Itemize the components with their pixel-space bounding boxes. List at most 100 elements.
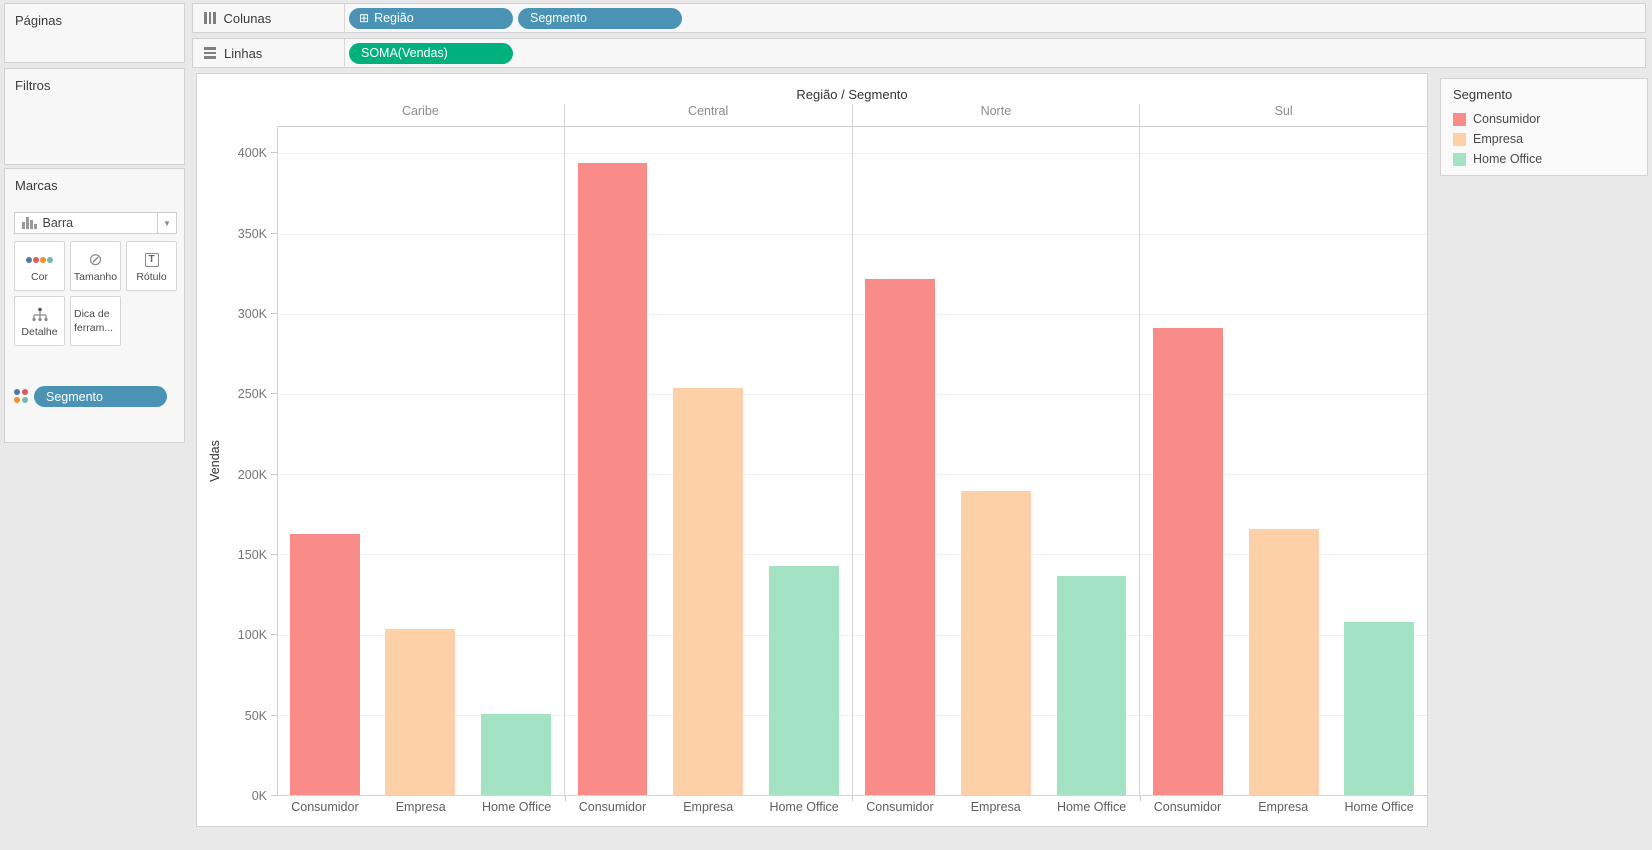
tooltip-button[interactable]: Dica de ferram... — [70, 296, 121, 346]
bar-caribe-empresa[interactable] — [385, 629, 455, 796]
color-icon — [26, 250, 53, 270]
bar-norte-empresa[interactable] — [961, 491, 1031, 796]
y-tick-label: 0K — [252, 789, 267, 803]
chart-area: Região / Segmento Vendas 0K50K100K150K20… — [196, 73, 1428, 827]
y-tick-label: 50K — [245, 709, 267, 723]
gridline — [853, 153, 1140, 154]
x-axis-label[interactable]: Home Office — [1044, 800, 1140, 814]
label-button[interactable]: T Rótulo — [126, 241, 177, 291]
x-axis-label[interactable]: Consumidor — [1140, 800, 1236, 814]
pane-plot — [853, 126, 1140, 796]
size-button[interactable]: ⊘ Tamanho — [70, 241, 121, 291]
bar-sul-empresa[interactable] — [1249, 529, 1319, 796]
y-tick-label: 400K — [238, 146, 267, 160]
bar-sul-consumidor[interactable] — [1153, 328, 1223, 796]
gridline — [1140, 153, 1427, 154]
color-legend: Segmento Consumidor Empresa Home Office — [1440, 78, 1648, 176]
marks-card: Marcas Barra ▼ Cor ⊘ Tamanho T Rótulo — [4, 168, 185, 443]
y-tick-label: 100K — [238, 628, 267, 642]
filters-shelf[interactable]: Filtros — [4, 68, 185, 165]
legend-swatch-empresa — [1453, 133, 1466, 146]
mark-type-value: Barra — [43, 216, 158, 230]
y-tick-label: 150K — [238, 548, 267, 562]
gridline — [565, 153, 852, 154]
rows-shelf-label: Linhas — [224, 46, 262, 61]
pages-shelf-title: Páginas — [5, 4, 184, 28]
gridline — [1140, 234, 1427, 235]
gridline — [277, 474, 564, 475]
bar-chart-icon — [22, 217, 37, 229]
x-axis-label[interactable]: Empresa — [948, 800, 1044, 814]
marks-pill-segmento[interactable]: Segmento — [34, 386, 167, 407]
x-axis-label[interactable]: Consumidor — [852, 800, 948, 814]
pill-regiao[interactable]: ⊞ Região — [349, 8, 513, 29]
x-axis-label[interactable]: Empresa — [1235, 800, 1331, 814]
region-header[interactable]: Norte — [853, 104, 1140, 126]
gridline — [277, 153, 564, 154]
legend-title: Segmento — [1453, 87, 1647, 102]
marks-card-title: Marcas — [5, 169, 184, 193]
pill-segmento[interactable]: Segmento — [518, 8, 682, 29]
columns-icon — [204, 12, 216, 24]
legend-item-home-office[interactable]: Home Office — [1453, 149, 1647, 169]
x-axis-label[interactable]: Home Office — [1331, 800, 1427, 814]
pane-boundary-tick — [852, 796, 853, 801]
pages-shelf[interactable]: Páginas — [4, 3, 185, 63]
legend-item-consumidor[interactable]: Consumidor — [1453, 109, 1647, 129]
x-axis-label[interactable]: Consumidor — [277, 800, 373, 814]
pane-plot — [565, 126, 852, 796]
bar-central-home-office[interactable] — [769, 566, 839, 796]
legend-swatch-home-office — [1453, 153, 1466, 166]
color-encoding-icon — [14, 389, 29, 404]
columns-shelf[interactable]: Colunas ⊞ Região Segmento — [192, 3, 1646, 33]
chart-panes: CaribeCentralNorteSul — [277, 104, 1427, 796]
gridline — [277, 314, 564, 315]
y-tick-label: 300K — [238, 307, 267, 321]
pane-plot — [1140, 126, 1427, 796]
detail-button[interactable]: Detalhe — [14, 296, 65, 346]
legend-swatch-consumidor — [1453, 113, 1466, 126]
y-tick-label: 250K — [238, 387, 267, 401]
expand-plus-icon[interactable]: ⊞ — [359, 11, 369, 25]
y-axis[interactable]: 0K50K100K150K200K250K300K350K400K — [197, 126, 277, 796]
gridline — [277, 234, 564, 235]
tableau-worksheet: Páginas Filtros Marcas Barra ▼ Cor ⊘ Tam… — [0, 0, 1652, 850]
x-axis-label[interactable]: Empresa — [660, 800, 756, 814]
color-button[interactable]: Cor — [14, 241, 65, 291]
x-axis-label[interactable]: Consumidor — [565, 800, 661, 814]
region-header[interactable]: Central — [565, 104, 852, 126]
bar-central-consumidor[interactable] — [578, 163, 648, 796]
gridline — [1140, 314, 1427, 315]
chart-title: Região / Segmento — [277, 87, 1427, 102]
bar-caribe-consumidor[interactable] — [290, 534, 360, 796]
bar-norte-home-office[interactable] — [1057, 576, 1127, 796]
columns-shelf-label: Colunas — [224, 11, 272, 26]
bar-norte-consumidor[interactable] — [865, 279, 935, 796]
x-axis-label[interactable]: Empresa — [373, 800, 469, 814]
x-axis-label[interactable]: Home Office — [756, 800, 852, 814]
pane-norte: Norte — [853, 104, 1141, 796]
pane-central: Central — [565, 104, 853, 796]
x-axis-label[interactable]: Home Office — [469, 800, 565, 814]
rows-shelf[interactable]: Linhas SOMA(Vendas) — [192, 38, 1646, 68]
mark-type-dropdown-arrow[interactable]: ▼ — [157, 213, 176, 233]
pane-sul: Sul — [1140, 104, 1427, 796]
gridline — [853, 234, 1140, 235]
region-header[interactable]: Caribe — [277, 104, 564, 126]
text-label-icon: T — [145, 250, 159, 270]
pill-soma-vendas[interactable]: SOMA(Vendas) — [349, 43, 513, 64]
bar-caribe-home-office[interactable] — [481, 714, 551, 796]
pane-boundary-tick — [565, 796, 566, 801]
gridline — [277, 394, 564, 395]
bar-central-empresa[interactable] — [673, 388, 743, 796]
y-tick-label: 200K — [238, 468, 267, 482]
region-header[interactable]: Sul — [1140, 104, 1427, 126]
mark-type-dropdown[interactable]: Barra ▼ — [14, 212, 177, 234]
filters-shelf-title: Filtros — [5, 69, 184, 93]
legend-item-empresa[interactable]: Empresa — [1453, 129, 1647, 149]
x-axis-labels: ConsumidorEmpresaHome OfficeConsumidorEm… — [277, 800, 1427, 814]
pane-plot — [277, 126, 564, 796]
pane-caribe: Caribe — [277, 104, 565, 796]
bar-sul-home-office[interactable] — [1344, 622, 1414, 796]
rows-icon — [204, 47, 216, 59]
